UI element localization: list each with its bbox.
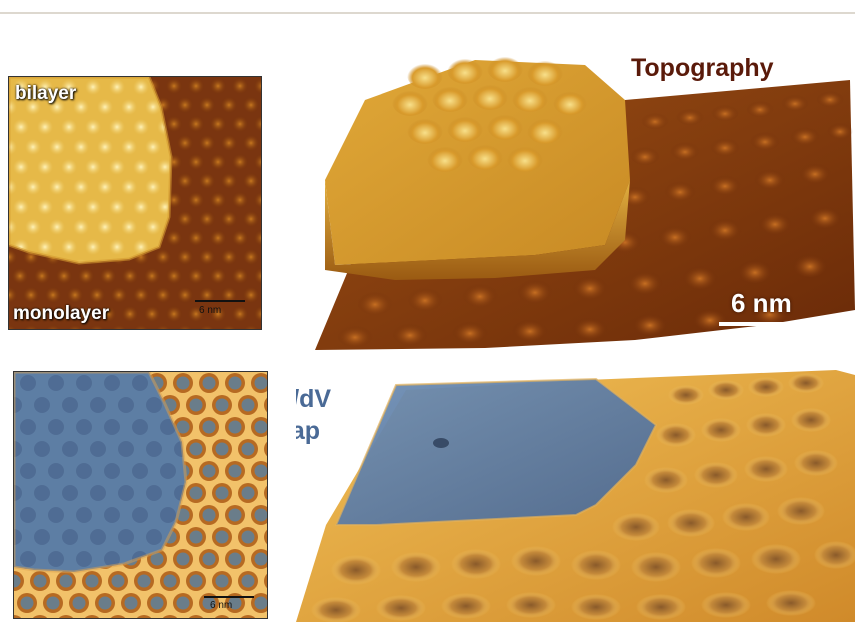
bilayer-bumps bbox=[392, 54, 587, 172]
scale-bar-label-didv: 6 nm bbox=[210, 600, 233, 611]
scale-bar-label-3d: 6 nm bbox=[731, 288, 792, 318]
topography-3d-render: Topography 6 nm bbox=[295, 40, 855, 360]
monolayer-bumps bbox=[337, 89, 853, 347]
didv-3d-svg bbox=[296, 370, 855, 622]
didv-pits bbox=[311, 373, 855, 622]
topography-title: Topography bbox=[631, 54, 774, 82]
topography-2d-svg bbox=[9, 77, 261, 329]
top-rule bbox=[0, 0, 855, 14]
topography-2d-image: bilayer monolayer 6 nm bbox=[8, 76, 262, 330]
didv-2d-svg bbox=[14, 372, 267, 618]
didv-title-line1: dI/dV bbox=[296, 385, 332, 413]
bilayer-label: bilayer bbox=[15, 83, 77, 104]
scale-bar-3d bbox=[719, 322, 829, 326]
monolayer-label: monolayer bbox=[13, 303, 110, 324]
scale-bar-label: 6 nm bbox=[199, 305, 222, 316]
didv-3d-render: dI/dV Map bbox=[296, 365, 855, 622]
didv-title-line2: Map bbox=[296, 417, 320, 445]
scale-bar bbox=[195, 300, 245, 302]
didv-2d-image: 6 nm bbox=[13, 371, 268, 619]
topography-3d-svg bbox=[315, 54, 855, 350]
scale-bar-didv bbox=[204, 596, 254, 598]
